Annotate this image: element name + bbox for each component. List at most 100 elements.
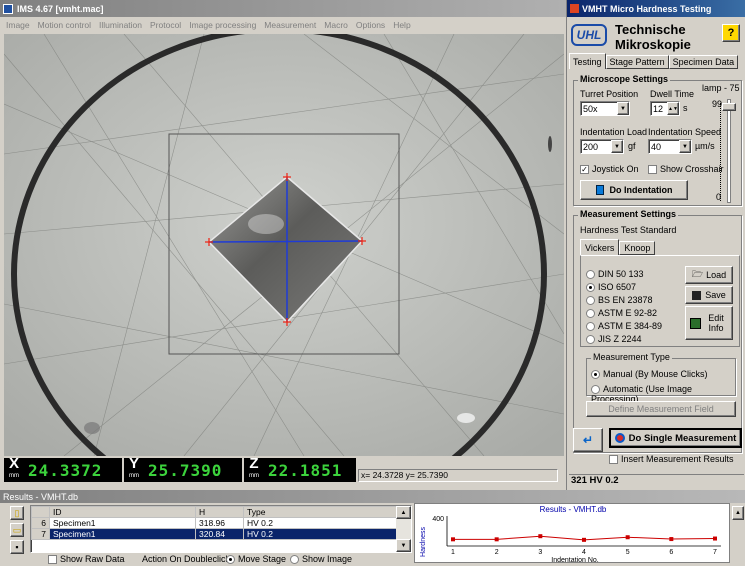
save-standard-button[interactable]: Save (685, 286, 733, 304)
speed-select[interactable]: 40 ▼ (648, 139, 692, 154)
insert-results-checkbox[interactable]: Insert Measurement Results (609, 454, 734, 465)
load-standard-button[interactable]: 🗁 Load (685, 266, 733, 284)
menu-protocol[interactable]: Protocol (150, 20, 182, 30)
lamp-min: 0 (716, 192, 722, 202)
radio-icon[interactable] (586, 309, 595, 319)
load-select[interactable]: 200 ▼ (580, 139, 624, 154)
column-header-h[interactable]: H (195, 506, 244, 518)
radio-jis-z2244[interactable]: JIS Z 2244 (586, 333, 662, 346)
menu-macro[interactable]: Macro (324, 20, 348, 30)
tab-knoop[interactable]: Knoop (619, 241, 656, 255)
scroll-up-icon[interactable]: ▲ (396, 506, 411, 519)
turret-select[interactable]: 50x ▼ (580, 101, 630, 116)
edit-info-button[interactable]: Edit Info (685, 306, 733, 340)
scroll-down-icon[interactable]: ▼ (396, 539, 411, 552)
column-header-type[interactable]: Type (243, 506, 411, 518)
help-button[interactable]: ? (722, 24, 740, 42)
cell-id[interactable]: Specimen1 (49, 528, 196, 540)
radio-icon[interactable] (586, 335, 595, 345)
radio-icon[interactable] (586, 270, 595, 280)
radio-din-50133[interactable]: DIN 50 133 (586, 268, 662, 281)
joystick-checkbox[interactable]: ✓ Joystick On (580, 164, 639, 175)
column-header-id[interactable]: ID (49, 506, 196, 518)
results-scrollbar[interactable]: ▲ ▼ (396, 506, 411, 552)
tab-specimen-data[interactable]: Specimen Data (668, 55, 739, 69)
chart-point (713, 536, 717, 541)
turret-label: Turret Position (580, 89, 639, 99)
radio-astm-e384[interactable]: ASTM E 384-89 (586, 320, 662, 333)
menu-measurement[interactable]: Measurement (264, 20, 317, 30)
menu-image-processing[interactable]: Image processing (189, 20, 257, 30)
define-field-button[interactable]: Define Measurement Field (586, 401, 736, 417)
radio-move-stage[interactable]: Move Stage (226, 554, 286, 565)
crosshair-checkbox[interactable]: Show Crosshair (648, 164, 724, 175)
radio-iso-6507[interactable]: ISO 6507 (586, 281, 662, 294)
lamp-label: lamp - 75 (702, 83, 740, 93)
uhl-logo: UHL (571, 24, 607, 46)
radio-selected-icon[interactable] (586, 283, 595, 293)
cell-h[interactable]: 320.84 (195, 528, 244, 540)
cell-id[interactable]: Specimen1 (49, 517, 196, 529)
new-document-button[interactable]: ▯ (10, 506, 24, 520)
checkbox-icon[interactable] (609, 455, 618, 465)
lamp-slider-track[interactable] (727, 99, 731, 203)
spin-arrows-icon[interactable]: ▲▼ (667, 102, 679, 115)
radio-icon[interactable] (586, 296, 595, 306)
menu-options[interactable]: Options (355, 20, 386, 30)
chevron-down-icon[interactable]: ▼ (617, 102, 629, 115)
menu-help[interactable]: Help (393, 20, 411, 30)
radio-icon[interactable] (591, 385, 600, 395)
menu-image[interactable]: Image (6, 20, 30, 30)
chart-scroll-up-icon[interactable]: ▲ (732, 506, 744, 520)
radio-selected-icon[interactable] (226, 555, 235, 565)
results-title-bar: Results - VMHT.db (0, 490, 745, 503)
cell-h[interactable]: 318.96 (195, 517, 244, 529)
results-table[interactable]: ID H Type 6 Specimen1 318.96 HV 0.2 7 Sp… (30, 505, 412, 553)
tab-testing[interactable]: Testing (569, 53, 606, 69)
table-row-selected[interactable]: 7 Specimen1 320.84 HV 0.2 (31, 528, 411, 540)
vmht-window: VMHT Micro Hardness Testing UHL Technisc… (566, 0, 745, 490)
radio-automatic[interactable]: Automatic (Use Image Processing) (591, 384, 693, 405)
microscope-image[interactable] (4, 34, 564, 456)
radio-selected-icon[interactable] (591, 370, 600, 380)
cell-type[interactable]: HV 0.2 (243, 517, 411, 529)
checkbox-icon[interactable] (48, 555, 57, 565)
crosshair-label: Show Crosshair (660, 164, 724, 174)
cell-type[interactable]: HV 0.2 (243, 528, 411, 540)
dwell-stepper[interactable]: 12 ▲▼ (650, 101, 680, 116)
checkbox-icon[interactable] (648, 165, 657, 175)
chevron-down-icon[interactable]: ▼ (679, 140, 691, 153)
raw-data-checkbox[interactable]: Show Raw Data (48, 554, 125, 565)
app-icon (3, 3, 13, 14)
menu-illumination[interactable]: Illumination (99, 20, 143, 30)
checkbox-checked-icon[interactable]: ✓ (580, 165, 589, 175)
save-disk-button[interactable]: ▪ (10, 540, 24, 554)
radio-bs-en-23878[interactable]: BS EN 23878 (586, 294, 662, 307)
radio-show-image[interactable]: Show Image (290, 554, 352, 565)
target-icon (614, 433, 625, 443)
insert-icon-button[interactable]: ↵ (573, 428, 603, 452)
lamp-slider-thumb[interactable] (722, 103, 736, 111)
chevron-down-icon[interactable]: ▼ (611, 140, 623, 153)
menu-motion-control[interactable]: Motion control (37, 20, 92, 30)
chart-ytick-label: 400 (432, 516, 444, 523)
tab-stage-pattern[interactable]: Stage Pattern (605, 55, 669, 69)
radio-astm-e92[interactable]: ASTM E 92-82 (586, 307, 662, 320)
radio-manual[interactable]: Manual (By Mouse Clicks) (591, 369, 708, 380)
do-indentation-button[interactable]: Do Indentation (580, 180, 688, 200)
open-folder-button[interactable]: ▭ (10, 523, 24, 537)
radio-icon[interactable] (586, 322, 595, 332)
chart-xtick-label: 3 (538, 549, 542, 556)
microscope-image-canvas[interactable] (4, 34, 564, 456)
speed-unit: µm/s (695, 141, 715, 151)
do-single-measurement-button[interactable]: Do Single Measurement (609, 428, 742, 448)
chart-xtick-label: 7 (713, 549, 717, 556)
x-position-display: 24.3372 (24, 458, 122, 482)
radio-icon[interactable] (290, 555, 299, 565)
vmht-app-icon (570, 4, 579, 13)
measurement-type-group: Measurement Type Manual (By Mouse Clicks… (586, 352, 736, 404)
table-header: ID H Type (31, 506, 411, 518)
chart-xtick-label: 5 (626, 549, 630, 556)
tab-vickers[interactable]: Vickers (580, 239, 620, 255)
table-row[interactable]: 6 Specimen1 318.96 HV 0.2 (31, 517, 411, 529)
